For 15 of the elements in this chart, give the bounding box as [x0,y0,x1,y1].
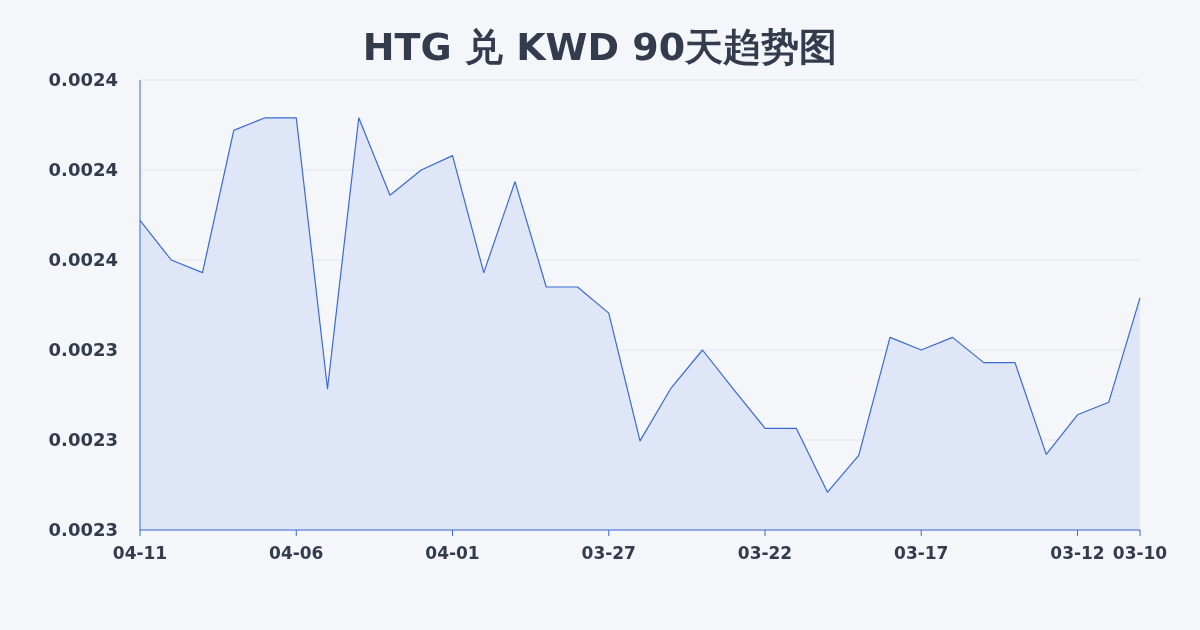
x-tick-label: 04-01 [425,543,480,563]
chart-title: HTG 兑 KWD 90天趋势图 [362,25,838,69]
y-tick-label: 0.0024 [48,159,118,180]
x-tick-label: 03-17 [894,543,949,563]
x-tick-label: 03-10 [1112,543,1168,563]
x-tick-label: 03-12 [1050,543,1105,563]
y-tick-label: 0.0023 [48,429,118,450]
y-tick-label: 0.0023 [48,339,118,360]
y-tick-label: 0.0024 [48,249,118,270]
x-tick-label: 04-06 [269,543,324,563]
x-tick-label: 03-22 [737,543,793,563]
y-tick-label: 0.0023 [48,519,118,540]
x-tick-label: 04-11 [112,543,168,563]
x-tick-label: 03-27 [581,543,636,563]
y-tick-label: 0.0024 [48,69,118,90]
